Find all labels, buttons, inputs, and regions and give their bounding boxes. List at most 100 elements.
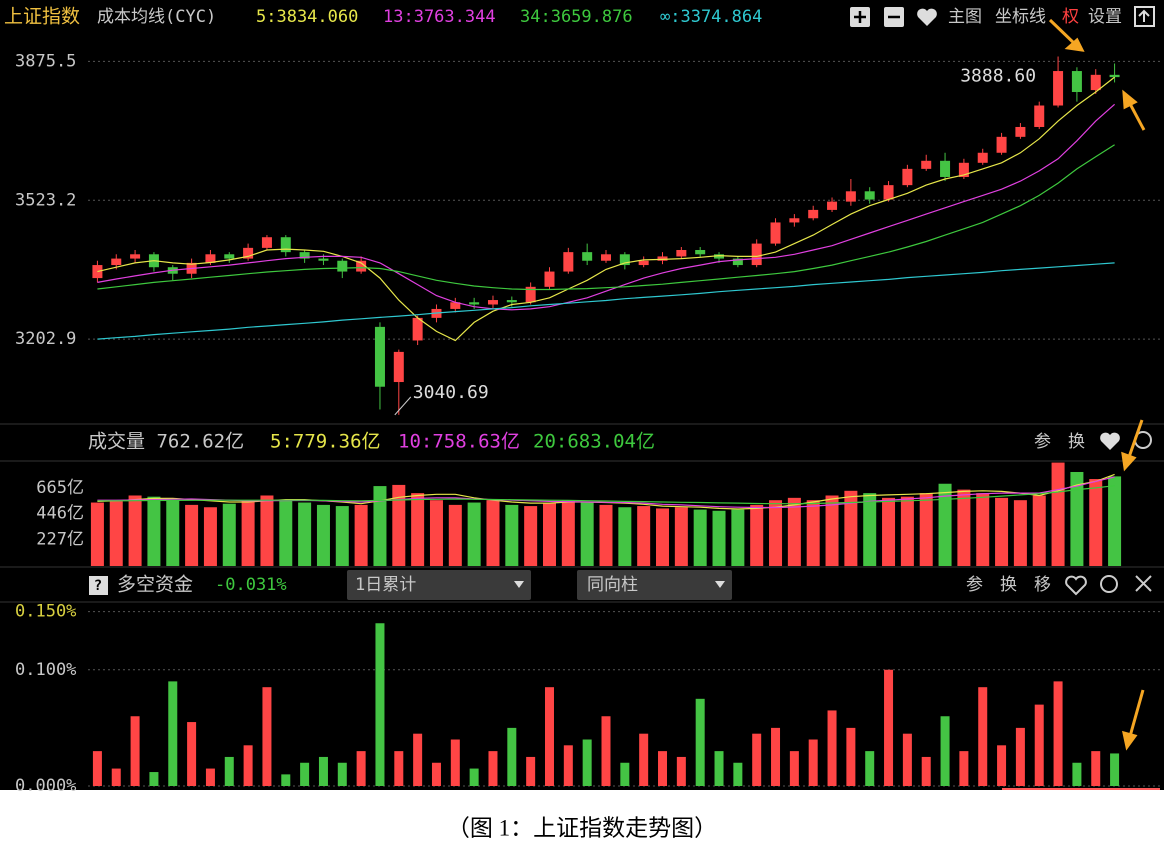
bar <box>203 507 217 566</box>
legend-entry: 5:3834.060 <box>256 7 358 27</box>
candle-body <box>845 191 856 202</box>
candle-body <box>261 237 272 248</box>
bar <box>695 698 705 786</box>
bar <box>1108 476 1122 566</box>
candle-body <box>525 286 536 303</box>
bar <box>844 490 858 566</box>
favorite-icon[interactable] <box>1100 432 1120 450</box>
legend-entry: 10:758.63亿 <box>398 431 520 453</box>
bar <box>205 768 215 786</box>
bar <box>1091 751 1101 786</box>
candle-body <box>582 252 593 261</box>
candle-body <box>619 254 630 266</box>
help-icon[interactable] <box>89 576 108 595</box>
bar <box>431 762 441 786</box>
candle-body <box>393 351 404 383</box>
bar <box>940 716 950 786</box>
candle-body <box>977 152 988 163</box>
bar <box>750 504 764 566</box>
bar <box>1072 762 1082 786</box>
candle-body <box>318 258 329 261</box>
toolbar-button[interactable]: 坐标线 <box>995 7 1046 27</box>
symbol: 上证指数 <box>4 6 80 28</box>
candle-body <box>224 254 235 259</box>
candle-body <box>864 191 875 200</box>
bar <box>300 762 310 786</box>
bar <box>298 502 312 566</box>
panel-value: -0.031% <box>215 575 287 595</box>
panel-tool[interactable]: 参 <box>1034 432 1051 452</box>
candle-body <box>506 300 517 303</box>
panel-title: 成交量 762.62亿 <box>88 431 244 453</box>
bar <box>373 486 387 566</box>
candle-body <box>657 256 668 261</box>
candle-body <box>601 254 611 261</box>
flow-icons[interactable]: ? <box>89 570 1152 600</box>
candle-body <box>789 218 800 223</box>
candle-body <box>299 252 310 259</box>
toolbar-icons[interactable] <box>850 6 1155 27</box>
bar <box>109 500 123 566</box>
bar <box>111 768 121 786</box>
legend-entry: ∞:3374.864 <box>660 7 762 27</box>
dropdown[interactable] <box>577 570 732 600</box>
toolbar-button[interactable]: 权 <box>1062 7 1079 27</box>
expand-icon[interactable] <box>1134 6 1155 27</box>
bar <box>92 751 102 786</box>
bar <box>825 495 839 566</box>
high-label: 3888.60 <box>960 66 1036 87</box>
y-tick-label: 3202.9 <box>15 329 76 349</box>
bar <box>544 687 554 786</box>
favorite-icon[interactable] <box>1065 575 1087 596</box>
bar <box>243 745 253 786</box>
help-mark: ? <box>94 578 102 594</box>
bar <box>752 733 762 786</box>
dropdown-arrow <box>715 581 725 588</box>
bar <box>1053 681 1063 786</box>
bar <box>149 772 159 786</box>
candle-body <box>111 258 122 266</box>
bar <box>507 727 517 786</box>
arrow-head <box>1122 730 1138 751</box>
bar <box>166 500 180 566</box>
panel-tool[interactable]: 参 <box>966 575 983 595</box>
candle-body <box>412 317 423 341</box>
y-tick-label: 446亿 <box>36 504 84 524</box>
zoom-icon[interactable] <box>1100 575 1118 593</box>
toolbar-button[interactable]: 设置 <box>1088 7 1122 27</box>
dropdown-label[interactable]: 同向柱 <box>587 575 638 595</box>
legend-entry: 13:3763.344 <box>383 7 496 27</box>
dropdown-label[interactable]: 1日累计 <box>355 575 416 595</box>
arrow <box>1127 689 1145 741</box>
bar <box>620 762 630 786</box>
arrow-head <box>1064 37 1085 52</box>
bar <box>582 739 592 786</box>
close-icon[interactable] <box>1135 575 1152 592</box>
candle-body <box>1071 71 1082 93</box>
bar <box>279 500 293 566</box>
bar <box>335 506 349 566</box>
bar <box>429 500 443 566</box>
bar <box>827 710 837 786</box>
candle-body <box>883 185 894 200</box>
bar <box>318 756 328 786</box>
bar <box>601 716 611 786</box>
bar <box>467 502 481 566</box>
bar <box>884 669 894 786</box>
ma-line <box>97 103 1115 311</box>
panel-tool[interactable]: 换 <box>1000 575 1017 595</box>
candle-body <box>921 160 932 169</box>
favorite-icon[interactable] <box>917 8 937 26</box>
bar <box>882 497 896 566</box>
bar <box>714 751 724 786</box>
caption: （图 1：上证指数走势图） <box>447 815 717 840</box>
panel-tool[interactable]: 移 <box>1034 575 1051 595</box>
candle-body <box>374 326 385 387</box>
dropdown[interactable] <box>347 570 531 600</box>
panel-tool[interactable]: 换 <box>1068 432 1085 452</box>
toolbar-button[interactable]: 主图 <box>948 7 982 27</box>
bar <box>733 762 743 786</box>
y-tick-label: 0.000% <box>15 776 76 796</box>
bar <box>656 508 670 566</box>
